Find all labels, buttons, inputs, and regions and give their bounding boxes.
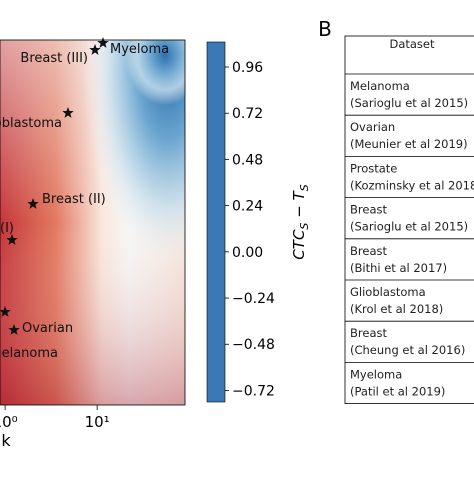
colorbar-tick-label: −0.72: [232, 383, 275, 399]
colorbar-axis: 0.96 0.72 0.48 0.24 0.00 −0.24 −0.48 −0.72: [225, 60, 275, 399]
colorbar-label: CTCS − TS: [290, 184, 311, 259]
table-cell: (Krol et al 2018): [350, 302, 443, 316]
annotation-label: Myeloma: [110, 42, 169, 57]
table-cell: Breast: [350, 326, 387, 340]
table-cell: (Meunier et al 2019): [350, 137, 468, 151]
table-cell: (Bithi et al 2017): [350, 261, 447, 275]
star-marker: [8, 324, 20, 335]
table-header: Dataset: [389, 37, 435, 51]
table-cell: (Sarioglu et al 2015): [350, 96, 468, 110]
table-cell: Glioblastoma: [350, 285, 426, 299]
table-border: [344, 35, 474, 405]
annotation-label: Breast (II): [42, 192, 106, 207]
colorbar-tick-label: −0.48: [232, 337, 275, 353]
star-marker: [62, 107, 74, 118]
colorbar-tick-label: −0.24: [232, 291, 275, 307]
colorbar: [206, 41, 226, 403]
table-cell: Prostate: [350, 161, 397, 175]
colorbar-tick-label: 0.72: [232, 106, 263, 122]
annotation-label: Ovarian: [22, 321, 73, 336]
table-cell: Melanoma: [350, 79, 410, 93]
star-marker: [0, 306, 11, 317]
x-tick-label: 10¹: [85, 413, 110, 431]
table-cell: (Sarioglu et al 2015): [350, 220, 468, 234]
annotation-label: Glioblastoma: [0, 116, 62, 131]
label-part: CTC: [290, 229, 308, 260]
table-cell: Myeloma: [350, 367, 402, 381]
dataset-table: Dataset Melanoma (Sarioglu et al 2015) Ova…: [344, 35, 474, 405]
annotation-label: Breast (I): [0, 221, 14, 236]
annotation-label: Melanoma: [0, 346, 58, 361]
label-part: − T: [290, 189, 308, 222]
x-tick-label: 10⁰: [0, 413, 18, 431]
table-cell: (Patil et al 2019): [350, 384, 445, 398]
label-sub: S: [298, 184, 311, 191]
table-cell: (Cheung et al 2016): [350, 343, 465, 357]
colorbar-tick-label: 0.48: [232, 152, 263, 168]
plot-frame: [0, 39, 186, 406]
star-marker: [97, 37, 109, 48]
colorbar-tick-label: 0.00: [232, 245, 263, 261]
label-sub: S: [298, 223, 311, 230]
heatmap: [0, 40, 185, 405]
table-cell: Breast: [350, 244, 387, 258]
panel-label: B: [318, 17, 332, 41]
star-marker: [89, 44, 101, 55]
colorbar-tick-label: 0.24: [232, 199, 263, 215]
table-cell: Ovarian: [350, 120, 395, 134]
heat-core: [125, 40, 185, 105]
x-axis: 10⁰ 10¹: [0, 405, 110, 431]
table-cell: (Kozminsky et al 2018): [350, 178, 474, 192]
colorbar-tick-label: 0.96: [232, 60, 263, 76]
star-marker: [6, 234, 18, 245]
annotation-label: Breast (III): [20, 51, 88, 66]
annotations: Myeloma Breast (III) Glioblastoma Breast (I…: [0, 37, 169, 361]
star-marker: [27, 198, 39, 209]
table-cell: Breast: [350, 203, 387, 217]
x-axis-label: k: [1, 431, 11, 450]
